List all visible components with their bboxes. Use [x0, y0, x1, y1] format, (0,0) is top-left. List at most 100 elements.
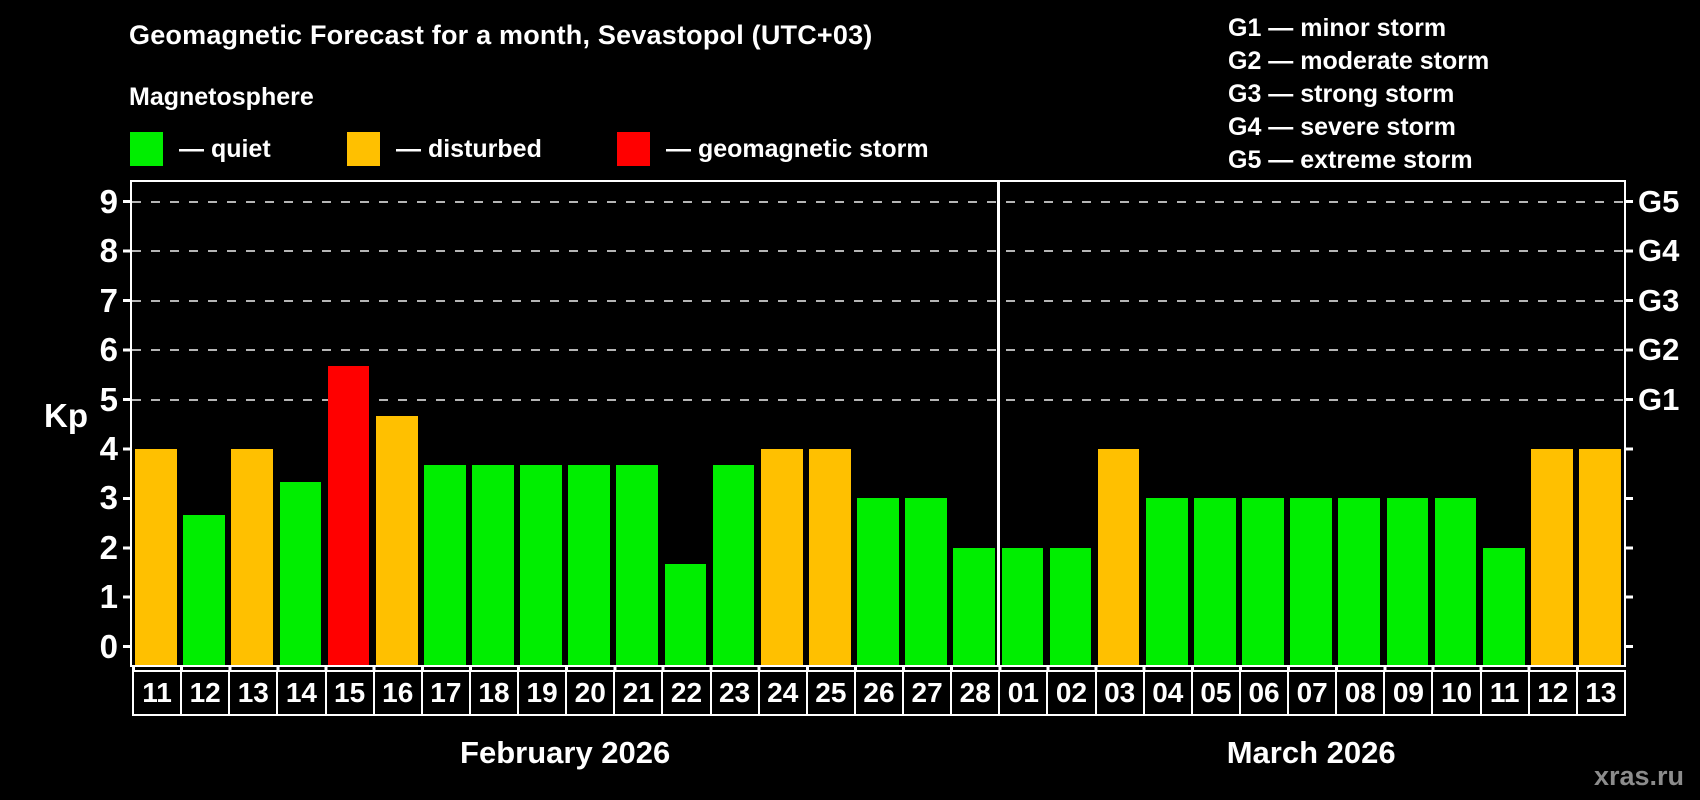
y-tick-label-9: 9 [99, 182, 118, 220]
g-axis-label-G2: G2 [1638, 332, 1680, 368]
plot-area [130, 180, 1626, 667]
g-legend-line-4: G4 — severe storm [1228, 113, 1456, 141]
date-cell-26: 26 [853, 670, 905, 716]
kp-bar-day-12 [1530, 448, 1573, 665]
date-cell-17: 17 [420, 670, 471, 716]
kp-bar-day-15 [327, 366, 370, 665]
x-axis-date-row: 11 12 13 14 15 16 17 18 19 20 21 22 23 24 25 26 27 28 01 02… [132, 670, 1626, 716]
date-cell-20: 20 [565, 670, 616, 716]
date-cell-12: 12 [1527, 670, 1578, 716]
y-tick-label-1: 1 [99, 578, 118, 616]
y-tick-label-8: 8 [99, 232, 118, 270]
kp-bar-day-24 [760, 448, 803, 665]
date-cell-11: 11 [1479, 670, 1530, 716]
kp-bar-day-14 [279, 482, 322, 665]
kp-bar-day-03 [1097, 448, 1140, 665]
kp-bar-day-01 [1001, 547, 1044, 665]
date-cell-18: 18 [468, 670, 520, 716]
legend-swatch-storm [617, 132, 650, 166]
watermark: xras.ru [1593, 761, 1684, 791]
gridline-kp5 [132, 398, 1624, 401]
kp-bar-day-18 [472, 465, 514, 665]
date-cell-21: 21 [613, 670, 664, 716]
y-tick-label-0: 0 [99, 627, 118, 665]
date-cell-13: 13 [228, 670, 279, 716]
date-cell-10: 10 [1431, 670, 1482, 716]
date-cell-23: 23 [709, 670, 760, 716]
g-axis-label-G4: G4 [1638, 233, 1680, 269]
kp-bar-day-20 [568, 465, 611, 665]
kp-bar-day-04 [1145, 498, 1188, 665]
kp-bar-day-22 [664, 564, 707, 665]
date-cell-07: 07 [1287, 670, 1338, 716]
kp-bar-day-26 [857, 498, 899, 665]
month-divider-line [996, 182, 1000, 665]
kp-bar-day-28 [953, 547, 996, 665]
g-legend-line-2: G2 — moderate storm [1228, 47, 1490, 75]
kp-bar-day-07 [1290, 498, 1332, 665]
y-tick-label-3: 3 [99, 479, 118, 517]
kp-bar-day-11 [135, 448, 177, 665]
status-legend: — quiet — disturbed — geomagnetic storm [0, 131, 1100, 167]
kp-bar-day-05 [1194, 498, 1236, 665]
date-cell-11: 11 [132, 670, 183, 716]
y-tick-label-7: 7 [99, 281, 118, 319]
legend-swatch-quiet [130, 132, 163, 166]
y-tick-label-5: 5 [99, 380, 118, 418]
x-axis-ticks [132, 665, 1624, 673]
month-labels: February 2026 March 2026 [132, 735, 1624, 773]
kp-bar-day-13 [1579, 448, 1621, 665]
date-cell-14: 14 [276, 670, 327, 716]
y-axis-title: Kp [44, 397, 88, 434]
date-cell-09: 09 [1383, 670, 1434, 716]
g-legend-line-3: G3 — strong storm [1228, 80, 1455, 108]
legend-label-quiet: — quiet [179, 135, 271, 163]
y-tick-label-4: 4 [99, 429, 118, 467]
magnetosphere-label: Magnetosphere [129, 83, 314, 111]
date-cell-03: 03 [1094, 670, 1145, 716]
kp-bar-day-21 [616, 465, 659, 665]
date-cell-28: 28 [950, 670, 1001, 716]
kp-bar-day-19 [520, 465, 562, 665]
y-axis-ticks-right [1624, 182, 1633, 665]
date-cell-16: 16 [372, 670, 423, 716]
g-legend-line-5: G5 — extreme storm [1228, 146, 1473, 174]
date-cell-01: 01 [998, 670, 1049, 716]
g-scale-legend: G1 — minor storm G2 — moderate storm G3 — … [1228, 12, 1489, 177]
legend-label-disturbed: — disturbed [396, 135, 542, 163]
kp-bar-day-25 [809, 448, 851, 665]
g-axis-label-G5: G5 [1638, 183, 1680, 219]
date-cell-06: 06 [1238, 670, 1290, 716]
month-label: February 2026 [460, 735, 671, 770]
kp-bar-day-13 [231, 448, 274, 665]
gridline-kp7 [132, 299, 1624, 302]
month-label: March 2026 [1226, 735, 1396, 770]
date-cell-22: 22 [661, 670, 712, 716]
kp-bar-day-06 [1242, 498, 1284, 665]
legend-swatch-disturbed [347, 132, 380, 166]
date-cell-25: 25 [805, 670, 856, 716]
date-cell-12: 12 [180, 670, 231, 716]
y-axis-ticks-left [123, 182, 132, 665]
kp-bar-day-02 [1049, 547, 1092, 665]
date-cell-02: 02 [1046, 670, 1097, 716]
gridline-kp8 [132, 250, 1624, 253]
date-cell-04: 04 [1142, 670, 1193, 716]
gridline-kp6 [132, 349, 1624, 352]
kp-bar-day-12 [183, 514, 226, 665]
date-cell-24: 24 [757, 670, 808, 716]
kp-bar-day-27 [905, 498, 947, 665]
y-tick-label-2: 2 [99, 528, 118, 566]
date-cell-19: 19 [517, 670, 568, 716]
date-cell-27: 27 [902, 670, 953, 716]
kp-bar-day-10 [1434, 498, 1477, 665]
kp-bar-day-17 [423, 465, 466, 665]
kp-bar-day-23 [712, 465, 755, 665]
kp-bar-day-11 [1482, 547, 1525, 665]
date-cell-13: 13 [1575, 670, 1626, 716]
g-legend-line-1: G1 — minor storm [1228, 14, 1447, 42]
page-title: Geomagnetic Forecast for a month, Sevast… [129, 20, 873, 50]
date-cell-08: 08 [1335, 670, 1386, 716]
gridline-kp9 [132, 200, 1624, 203]
